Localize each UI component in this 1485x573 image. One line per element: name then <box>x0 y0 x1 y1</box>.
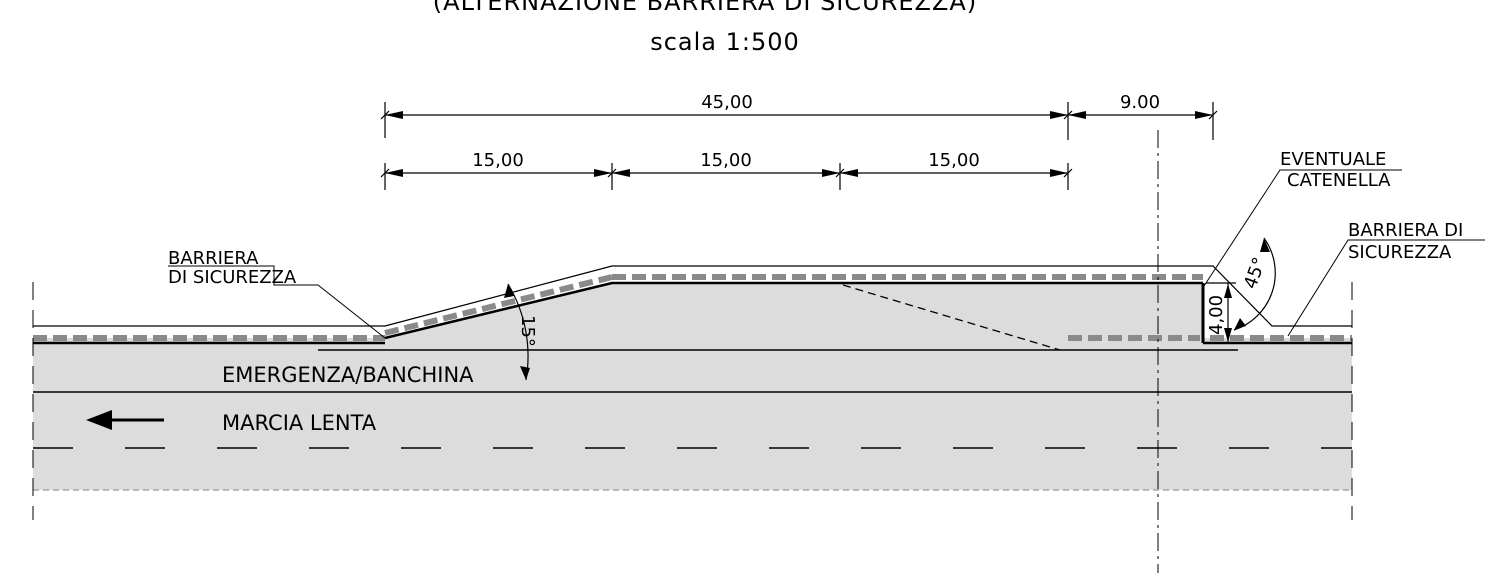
dim-arrow <box>385 169 403 177</box>
barrier-right-label-2: SICUREZZA <box>1348 242 1452 263</box>
dimension-segment-2-label: 15,00 <box>700 150 752 171</box>
dimension-segment-1-label: 15,00 <box>472 150 524 171</box>
dimension-offset-label: 9.00 <box>1120 92 1160 113</box>
dim-arrow <box>1068 111 1086 119</box>
barrier-dashes <box>33 274 1352 341</box>
dimension-height-label: 4,00 <box>1206 295 1227 335</box>
angle-arrow <box>520 366 530 380</box>
barrier-left-label-1: BARRIERA <box>168 248 259 269</box>
dim-arrow <box>840 169 858 177</box>
dim-arrow <box>1224 328 1232 342</box>
angle-arrow <box>1234 318 1246 330</box>
barrier-profile-line <box>384 281 1203 340</box>
barrier-left-label-2: DI SICUREZZA <box>168 267 297 288</box>
road-surface <box>33 283 1352 490</box>
dim-arrow <box>822 169 840 177</box>
dim-arrow <box>385 111 403 119</box>
shoulder-label: EMERGENZA/BANCHINA <box>222 363 474 387</box>
chain-label-2: CATENELLA <box>1287 170 1391 191</box>
dim-arrow <box>1050 169 1068 177</box>
angle-taper-label: 15° <box>517 315 538 347</box>
outer-edge-line <box>33 265 1352 327</box>
dim-arrow <box>1224 284 1232 298</box>
scale-label: scala 1:500 <box>650 28 800 56</box>
dimension-total-label: 45,00 <box>701 92 753 113</box>
angle-arrow <box>504 284 514 298</box>
barrier-right-label-1: BARRIERA DI <box>1348 220 1463 241</box>
dim-arrow <box>1195 111 1213 119</box>
chain-leader <box>1203 169 1402 287</box>
dim-arrow <box>594 169 612 177</box>
dimension-segments <box>380 163 1073 190</box>
barrier-left-leader <box>168 265 386 339</box>
left-arrow-icon <box>86 410 164 430</box>
transition-dashed-line <box>842 284 1061 351</box>
dim-arrow <box>612 169 630 177</box>
barrier-right-leader <box>1287 239 1485 337</box>
break-lines <box>32 282 1353 520</box>
dim-arrow <box>1050 111 1068 119</box>
angle-return-label: 45° <box>1240 255 1271 292</box>
angle-arrow <box>1260 238 1270 252</box>
diagram-title: (ALTERNAZIONE BARRIERA DI SICUREZZA) <box>433 0 977 16</box>
chain-label-1: EVENTUALE <box>1280 149 1386 170</box>
angle-arc-45 <box>1233 237 1276 331</box>
dimension-total <box>380 102 1218 140</box>
dimension-segment-3-label: 15,00 <box>928 150 980 171</box>
slow-lane-label: MARCIA LENTA <box>222 411 377 435</box>
